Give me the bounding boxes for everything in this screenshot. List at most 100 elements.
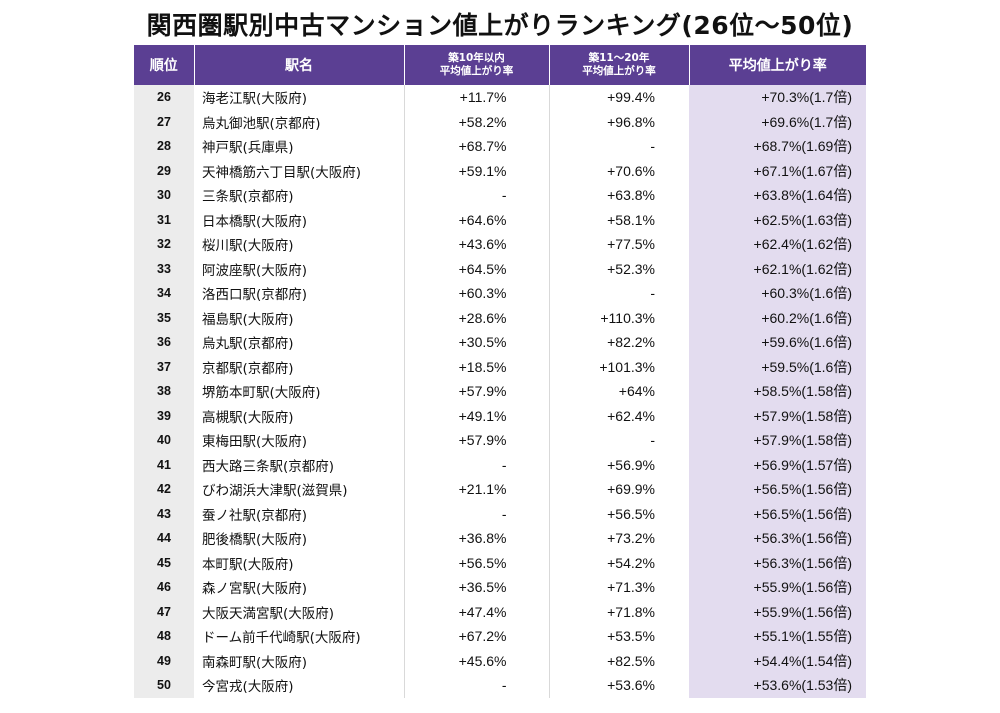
within10-cell: +45.6% <box>404 648 550 673</box>
total-cell: +56.5%(1.56倍) <box>689 477 866 502</box>
table-header: 順位 駅名 築10年以内 平均値上がり率 築11〜20年 平均値上がり率 平均値… <box>134 45 866 85</box>
within10-cell: +18.5% <box>404 354 550 379</box>
rank-cell: 31 <box>134 207 194 232</box>
rank-cell: 39 <box>134 403 194 428</box>
table-row: 47 大阪天満宮駅(大阪府) +47.4% +71.8% +55.9%(1.56倍) <box>134 599 866 624</box>
age11-20-cell: - <box>650 432 655 449</box>
rank-cell: 49 <box>134 648 194 673</box>
rank-cell: 36 <box>134 330 194 355</box>
station-cell: 森ノ宮駅(大阪府) <box>194 575 405 600</box>
table-row: 26 海老江駅(大阪府) +11.7% +99.4% +70.3%(1.7倍) <box>134 85 866 110</box>
within10-cell: +56.5% <box>404 550 550 575</box>
table-row: 32 桜川駅(大阪府) +43.6% +77.5% +62.4%(1.62倍) <box>134 232 866 257</box>
within10-cell: +36.8% <box>404 526 550 551</box>
table-row: 38 堺筋本町駅(大阪府) +57.9% +64% +58.5%(1.58倍) <box>134 379 866 404</box>
station-cell: 福島駅(大阪府) <box>194 305 405 330</box>
table-row: 34 洛西口駅(京都府) +60.3% - +60.3%(1.6倍) <box>134 281 866 306</box>
rank-cell: 26 <box>134 85 194 110</box>
header-age11-20-line2: 平均値上がり率 <box>582 65 656 77</box>
station-cell: 烏丸駅(京都府) <box>194 330 405 355</box>
total-cell: +55.1%(1.55倍) <box>689 624 866 649</box>
age11-20-cell: +71.8% <box>607 603 655 620</box>
table-row: 48 ドーム前千代崎駅(大阪府) +67.2% +53.5% +55.1%(1.55倍) <box>134 624 866 649</box>
station-cell: 京都駅(京都府) <box>194 354 405 379</box>
within10-cell: +28.6% <box>404 305 550 330</box>
total-cell: +59.6%(1.6倍) <box>689 330 866 355</box>
age11-20-cell: +58.1% <box>607 211 655 228</box>
table-row: 28 神戸駅(兵庫県) +68.7% - +68.7%(1.69倍) <box>134 134 866 159</box>
table-row: 29 天神橋筋六丁目駅(大阪府) +59.1% +70.6% +67.1%(1.67倍) <box>134 158 866 183</box>
table-row: 27 烏丸御池駅(京都府) +58.2% +96.8% +69.6%(1.7倍) <box>134 109 866 134</box>
age11-20-cell: +53.6% <box>607 677 655 694</box>
within10-cell: +68.7% <box>404 134 550 159</box>
table-row: 50 今宮戎(大阪府) - +53.6% +53.6%(1.53倍) <box>134 673 866 698</box>
rank-cell: 27 <box>134 109 194 134</box>
age11-20-cell: +82.5% <box>607 652 655 669</box>
station-cell: 西大路三条駅(京都府) <box>194 452 405 477</box>
rank-cell: 33 <box>134 256 194 281</box>
total-cell: +54.4%(1.54倍) <box>689 648 866 673</box>
header-within10: 築10年以内 平均値上がり率 <box>404 45 550 85</box>
total-cell: +55.9%(1.56倍) <box>689 575 866 600</box>
age11-20-cell: +63.8% <box>607 187 655 204</box>
total-cell: +67.1%(1.67倍) <box>689 158 866 183</box>
station-cell: 烏丸御池駅(京都府) <box>194 109 405 134</box>
within10-cell: - <box>404 452 550 477</box>
total-cell: +68.7%(1.69倍) <box>689 134 866 159</box>
station-cell: 東梅田駅(大阪府) <box>194 428 405 453</box>
header-station: 駅名 <box>194 45 405 85</box>
station-cell: ドーム前千代崎駅(大阪府) <box>194 624 405 649</box>
station-cell: 南森町駅(大阪府) <box>194 648 405 673</box>
rank-cell: 37 <box>134 354 194 379</box>
table-row: 46 森ノ宮駅(大阪府) +36.5% +71.3% +55.9%(1.56倍) <box>134 575 866 600</box>
age11-20-cell: +82.2% <box>607 334 655 351</box>
age11-20-cell: +77.5% <box>607 236 655 253</box>
age11-20-cell: +53.5% <box>607 628 655 645</box>
station-cell: 阿波座駅(大阪府) <box>194 256 405 281</box>
station-cell: 蚕ノ社駅(京都府) <box>194 501 405 526</box>
total-cell: +62.5%(1.63倍) <box>689 207 866 232</box>
total-cell: +63.8%(1.64倍) <box>689 183 866 208</box>
station-cell: 天神橋筋六丁目駅(大阪府) <box>194 158 405 183</box>
ranking-table: 順位 駅名 築10年以内 平均値上がり率 築11〜20年 平均値上がり率 平均値… <box>134 45 866 698</box>
table-row: 43 蚕ノ社駅(京都府) - +56.5% +56.5%(1.56倍) <box>134 501 866 526</box>
table-row: 49 南森町駅(大阪府) +45.6% +82.5% +54.4%(1.54倍) <box>134 648 866 673</box>
age11-20-cell: +69.9% <box>607 481 655 498</box>
within10-cell: +36.5% <box>404 575 550 600</box>
table-row: 36 烏丸駅(京都府) +30.5% +82.2% +59.6%(1.6倍) <box>134 330 866 355</box>
rank-cell: 44 <box>134 526 194 551</box>
age11-20-cell: +99.4% <box>607 89 655 106</box>
total-cell: +56.3%(1.56倍) <box>689 526 866 551</box>
station-cell: 桜川駅(大阪府) <box>194 232 405 257</box>
age11-20-cell: - <box>650 138 655 155</box>
total-cell: +60.3%(1.6倍) <box>689 281 866 306</box>
header-total: 平均値上がり率 <box>689 45 866 85</box>
within10-cell: +67.2% <box>404 624 550 649</box>
total-cell: +53.6%(1.53倍) <box>689 673 866 698</box>
total-cell: +57.9%(1.58倍) <box>689 428 866 453</box>
station-cell: 高槻駅(大阪府) <box>194 403 405 428</box>
total-cell: +59.5%(1.6倍) <box>689 354 866 379</box>
table-row: 35 福島駅(大阪府) +28.6% +110.3% +60.2%(1.6倍) <box>134 305 866 330</box>
table-body: 26 海老江駅(大阪府) +11.7% +99.4% +70.3%(1.7倍) 27 烏丸御… <box>134 85 866 698</box>
rank-cell: 42 <box>134 477 194 502</box>
total-cell: +56.3%(1.56倍) <box>689 550 866 575</box>
total-cell: +70.3%(1.7倍) <box>689 85 866 110</box>
table-row: 41 西大路三条駅(京都府) - +56.9% +56.9%(1.57倍) <box>134 452 866 477</box>
within10-cell: +60.3% <box>404 281 550 306</box>
table-row: 44 肥後橋駅(大阪府) +36.8% +73.2% +56.3%(1.56倍) <box>134 526 866 551</box>
within10-cell: - <box>404 673 550 698</box>
within10-cell: +43.6% <box>404 232 550 257</box>
age11-20-cell: +73.2% <box>607 530 655 547</box>
header-age11-20: 築11〜20年 平均値上がり率 <box>549 45 690 85</box>
station-cell: 海老江駅(大阪府) <box>194 85 405 110</box>
total-cell: +56.9%(1.57倍) <box>689 452 866 477</box>
within10-cell: +49.1% <box>404 403 550 428</box>
station-cell: 今宮戎(大阪府) <box>194 673 405 698</box>
rank-cell: 35 <box>134 305 194 330</box>
rank-cell: 47 <box>134 599 194 624</box>
within10-cell: +64.5% <box>404 256 550 281</box>
table-row: 33 阿波座駅(大阪府) +64.5% +52.3% +62.1%(1.62倍) <box>134 256 866 281</box>
rank-cell: 38 <box>134 379 194 404</box>
rank-cell: 40 <box>134 428 194 453</box>
